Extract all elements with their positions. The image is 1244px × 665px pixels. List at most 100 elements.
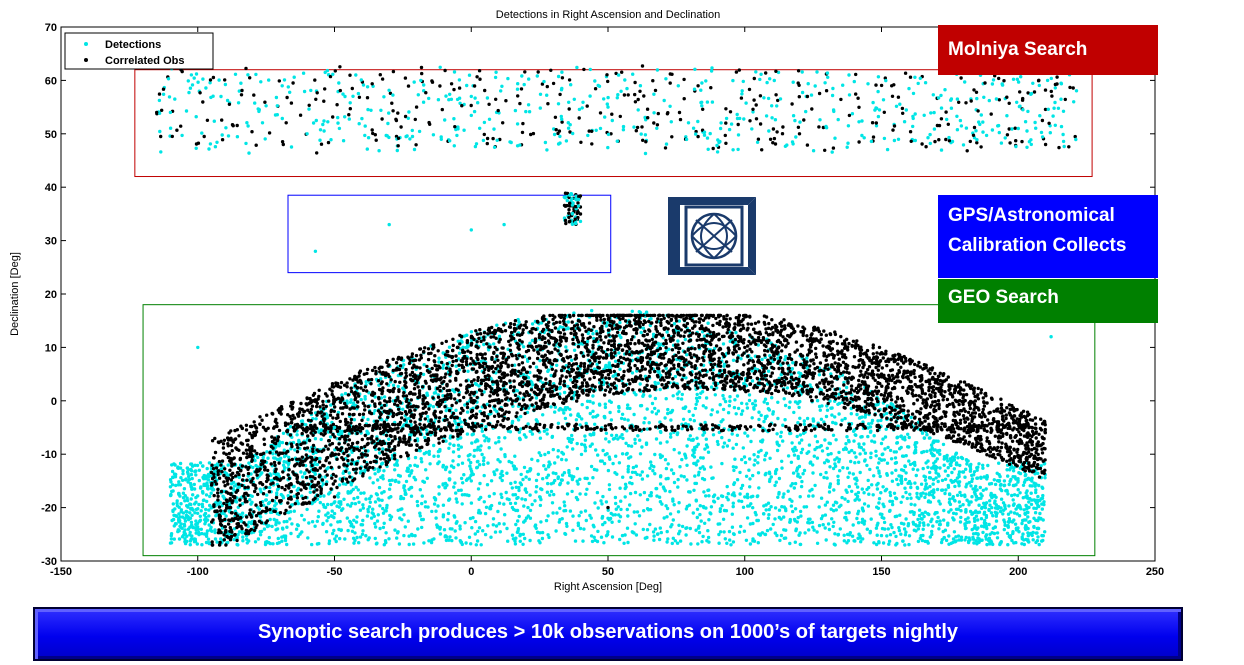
- correlated-point: [747, 87, 752, 92]
- detection-point: [817, 91, 822, 96]
- detection-point: [922, 113, 926, 118]
- detection-point: [748, 542, 753, 546]
- detection-point: [465, 432, 470, 436]
- detection-point: [903, 464, 907, 468]
- detection-point: [872, 474, 876, 478]
- detection-point: [416, 503, 420, 508]
- detection-point: [478, 463, 482, 467]
- detection-point: [645, 497, 650, 502]
- detection-point: [981, 488, 985, 492]
- detection-point: [332, 515, 336, 520]
- correlated-point: [773, 118, 778, 122]
- correlated-point: [847, 113, 852, 118]
- detection-point: [361, 83, 366, 87]
- detection-point: [634, 464, 638, 468]
- correlated-point: [653, 88, 658, 93]
- detection-point: [932, 488, 936, 492]
- detection-point: [452, 443, 456, 447]
- correlated-point: [928, 132, 932, 137]
- detection-point: [330, 509, 334, 513]
- detection-point: [246, 73, 250, 77]
- detection-point: [1040, 118, 1045, 123]
- detection-point: [413, 534, 417, 538]
- detection-point: [943, 477, 948, 481]
- correlated-point: [549, 68, 553, 73]
- detection-point: [494, 441, 498, 445]
- detection-point: [709, 505, 714, 509]
- detection-point: [1033, 120, 1037, 125]
- detection-point: [655, 494, 659, 498]
- detection-point: [347, 471, 351, 475]
- detection-point: [781, 439, 785, 443]
- detection-point: [409, 471, 413, 475]
- detection-point: [441, 503, 446, 507]
- correlated-point: [709, 69, 714, 73]
- detection-point: [606, 79, 610, 84]
- detection-point: [959, 515, 963, 520]
- detection-point: [698, 504, 702, 508]
- detection-point: [524, 490, 529, 494]
- detection-point: [538, 106, 542, 110]
- detection-point: [354, 485, 358, 489]
- detection-point: [357, 95, 362, 100]
- detection-point: [514, 522, 518, 527]
- detection-point: [188, 539, 193, 543]
- detection-point: [178, 483, 183, 487]
- detection-point: [862, 448, 866, 452]
- detection-point: [1007, 127, 1011, 131]
- detection-point: [853, 498, 857, 502]
- detection-point: [624, 452, 629, 456]
- detection-point: [668, 81, 672, 85]
- detection-point: [709, 512, 713, 516]
- detection-point: [989, 491, 993, 496]
- detection-point: [915, 491, 919, 496]
- detection-point: [1021, 532, 1025, 536]
- detection-point: [568, 130, 572, 134]
- detection-point: [782, 492, 786, 496]
- detection-point: [367, 505, 372, 509]
- detection-point: [332, 528, 336, 533]
- correlated-point: [911, 116, 915, 121]
- correlated-point: [907, 86, 911, 91]
- detection-point: [846, 499, 850, 504]
- correlated-point: [170, 134, 174, 139]
- correlated-point: [558, 141, 562, 145]
- detection-point: [610, 433, 614, 437]
- detection-point: [963, 538, 967, 542]
- detection-point: [974, 498, 978, 502]
- detection-point: [289, 531, 293, 536]
- detection-point: [422, 480, 427, 484]
- detection-point: [171, 509, 175, 514]
- detection-point: [544, 467, 548, 471]
- detection-point: [905, 496, 909, 501]
- detection-point: [709, 413, 713, 417]
- detection-point: [669, 432, 673, 436]
- detection-point: [232, 480, 236, 485]
- correlated-point: [343, 94, 347, 99]
- detection-point: [994, 97, 999, 101]
- detection-point: [528, 493, 532, 497]
- detection-point: [844, 442, 848, 446]
- detection-point: [313, 472, 317, 476]
- detection-point: [832, 520, 836, 524]
- detection-point: [642, 94, 646, 98]
- detection-point: [815, 456, 820, 460]
- detection-point: [811, 149, 816, 153]
- detection-point: [220, 133, 224, 137]
- detection-point: [482, 456, 486, 460]
- detection-point: [607, 361, 611, 365]
- detection-point: [327, 541, 331, 546]
- detection-point: [847, 471, 852, 475]
- correlated-point: [639, 132, 643, 136]
- correlated-point: [286, 85, 290, 89]
- detection-point: [623, 495, 627, 499]
- detection-point: [502, 502, 506, 506]
- detection-point: [657, 537, 662, 542]
- detection-point: [737, 530, 742, 534]
- detection-point: [194, 115, 198, 119]
- detection-point: [570, 358, 574, 362]
- detection-point: [586, 133, 590, 138]
- detection-point: [442, 528, 447, 532]
- detection-point: [198, 518, 203, 522]
- detection-point: [534, 365, 539, 369]
